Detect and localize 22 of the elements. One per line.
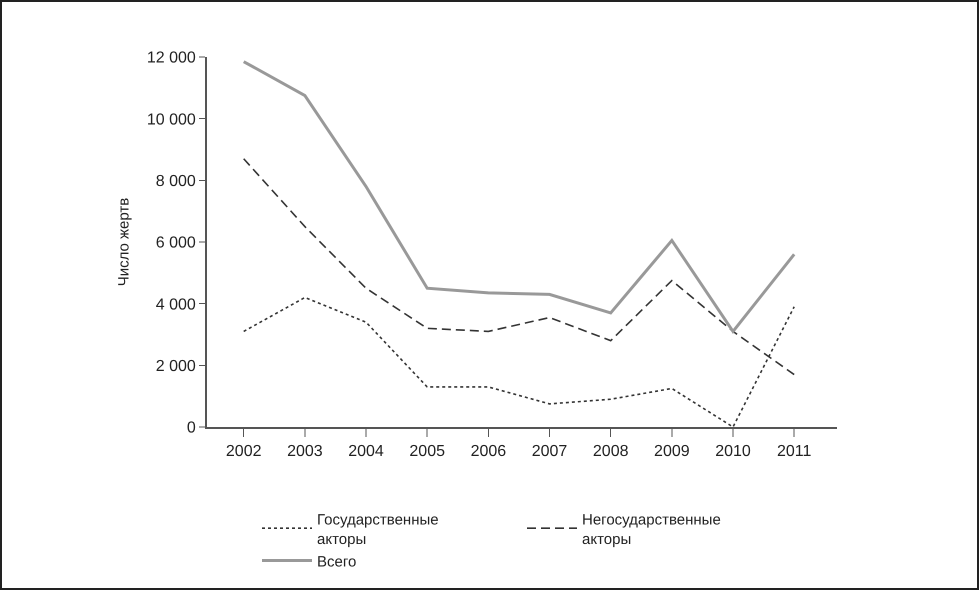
x-tick-label: 2007 xyxy=(532,443,568,460)
x-tick-label: 2004 xyxy=(348,443,384,460)
x-tick-label: 2010 xyxy=(715,443,751,460)
legend-label: Негосударственные акторы xyxy=(582,511,721,548)
y-tick-label: 0 xyxy=(186,420,196,437)
x-tick-label: 2008 xyxy=(592,443,629,460)
x-tick-label: 2003 xyxy=(287,443,323,460)
y-tick-label: 4 000 xyxy=(156,296,196,314)
x-tick-label: 2006 xyxy=(470,443,506,460)
y-tick-label: 8 000 xyxy=(156,172,196,190)
y-tick-label: 10 000 xyxy=(146,111,196,128)
y-tick-label: 2 000 xyxy=(156,358,196,375)
y-tick-label: 6 000 xyxy=(156,234,196,252)
legend-label: Всего xyxy=(317,553,356,570)
y-tick-label: 12 000 xyxy=(146,50,196,67)
line-series xyxy=(242,60,796,333)
y-axis-title: Число жертв xyxy=(116,198,133,286)
x-tick-label: 2011 xyxy=(776,443,812,460)
x-tick-label: 2002 xyxy=(226,443,262,460)
legend-label: Государственные акторы xyxy=(317,511,439,548)
x-tick-label: 2009 xyxy=(654,443,690,460)
x-tick-label: 2005 xyxy=(409,443,446,460)
